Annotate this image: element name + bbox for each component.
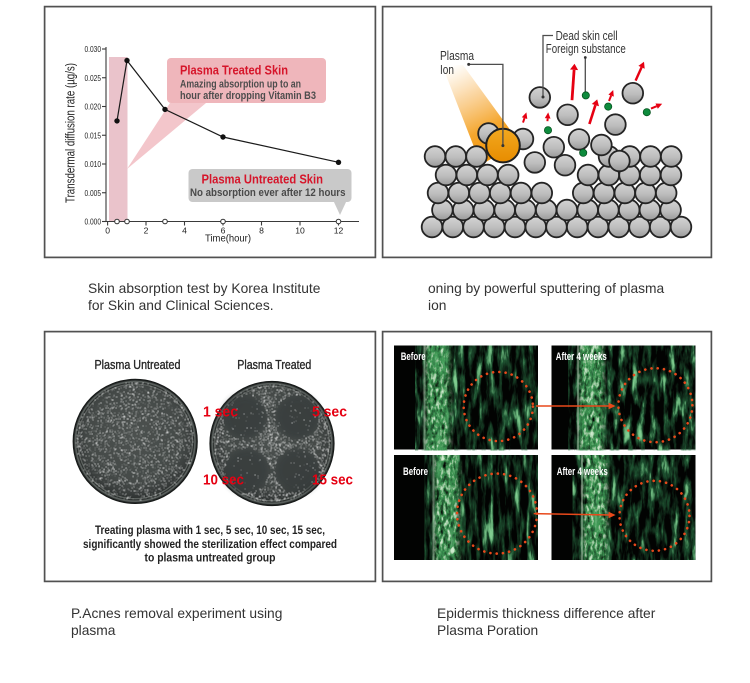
svg-text:Transdermal diffusion rate (µg: Transdermal diffusion rate (µg/s): [63, 63, 78, 203]
svg-text:Treating plasma with 1 sec, 5: Treating plasma with 1 sec, 5 sec, 10 se…: [95, 523, 325, 537]
svg-text:15 sec: 15 sec: [312, 473, 353, 489]
svg-text:Ion: Ion: [440, 62, 454, 77]
svg-text:10 sec: 10 sec: [203, 473, 244, 489]
svg-text:Amazing absorption up to an: Amazing absorption up to an: [180, 79, 301, 91]
svg-text:After 4 weeks: After 4 weeks: [557, 466, 608, 478]
svg-text:2: 2: [144, 226, 149, 236]
svg-text:Before: Before: [403, 466, 428, 478]
svg-text:0: 0: [105, 226, 110, 236]
svg-text:hour after dropping Vitamin B3: hour after dropping Vitamin B3: [180, 90, 316, 102]
svg-text:0.010: 0.010: [85, 159, 102, 169]
svg-text:Plasma Treated: Plasma Treated: [237, 357, 311, 372]
svg-text:Foreign substance: Foreign substance: [546, 41, 626, 56]
svg-text:6: 6: [221, 226, 226, 236]
svg-text:to plasma untreated group: to plasma untreated group: [145, 551, 276, 565]
svg-text:0.005: 0.005: [85, 188, 102, 198]
svg-text:Plasma Untreated Skin: Plasma Untreated Skin: [202, 172, 324, 187]
svg-text:Dead skin cell: Dead skin cell: [556, 28, 618, 43]
svg-text:12: 12: [334, 226, 344, 236]
svg-text:0.025: 0.025: [85, 73, 102, 83]
svg-text:10: 10: [295, 226, 305, 236]
svg-text:0.020: 0.020: [85, 102, 102, 112]
svg-text:No absorption ever after 12 ho: No absorption ever after 12 hours: [190, 187, 346, 199]
svg-text:0.000: 0.000: [85, 217, 102, 227]
svg-text:Before: Before: [401, 351, 426, 363]
svg-text:0.015: 0.015: [85, 130, 102, 140]
svg-text:Plasma: Plasma: [440, 48, 475, 63]
svg-text:5 sec: 5 sec: [312, 405, 347, 421]
svg-text:0.030: 0.030: [85, 44, 102, 54]
svg-text:Time(hour): Time(hour): [205, 233, 251, 245]
svg-text:4: 4: [182, 226, 187, 236]
svg-text:Plasma Treated Skin: Plasma Treated Skin: [180, 63, 288, 78]
svg-text:8: 8: [259, 226, 264, 236]
svg-text:Plasma Untreated: Plasma Untreated: [95, 357, 181, 372]
svg-text:significantly showed the steri: significantly showed the sterilization e…: [83, 537, 337, 551]
svg-text:1 sec: 1 sec: [203, 405, 238, 421]
svg-text:After 4 weeks: After 4 weeks: [556, 351, 607, 363]
